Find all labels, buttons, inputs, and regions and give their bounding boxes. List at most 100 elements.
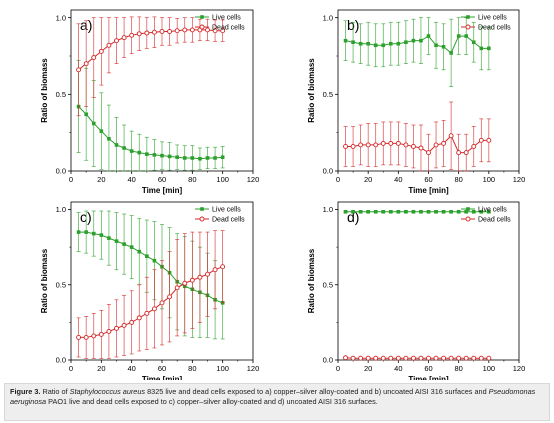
data-point bbox=[220, 28, 226, 34]
data-point bbox=[434, 209, 438, 214]
data-point bbox=[351, 209, 355, 214]
legend: Live cells Dead cells bbox=[195, 15, 245, 32]
data-point bbox=[174, 285, 180, 291]
x-tick-label: 120 bbox=[247, 364, 260, 373]
caption-label: Figure 3. bbox=[10, 387, 41, 396]
data-point bbox=[152, 153, 157, 157]
data-point bbox=[449, 51, 453, 55]
x-tick-label: 100 bbox=[483, 175, 496, 184]
data-point bbox=[351, 40, 355, 44]
data-point bbox=[189, 27, 195, 33]
data-point bbox=[433, 142, 439, 148]
data-point bbox=[182, 280, 188, 286]
legend-swatch-marker bbox=[199, 216, 205, 222]
data-point bbox=[448, 355, 454, 361]
data-point bbox=[151, 29, 157, 35]
y-tick-label: 1.0 bbox=[323, 13, 333, 22]
series-live-cells bbox=[343, 209, 491, 214]
data-point bbox=[456, 34, 461, 38]
data-point bbox=[83, 61, 89, 67]
series-dead-cells bbox=[343, 355, 492, 361]
x-tick-label: 100 bbox=[216, 364, 229, 373]
x-tick-label: 40 bbox=[127, 364, 135, 373]
x-tick-label: 20 bbox=[364, 364, 372, 373]
data-point bbox=[107, 236, 111, 240]
data-point bbox=[121, 35, 127, 41]
data-point bbox=[449, 209, 453, 214]
data-point bbox=[471, 355, 477, 361]
plot-frame bbox=[337, 201, 520, 361]
data-point bbox=[167, 29, 173, 34]
data-point bbox=[419, 38, 423, 43]
figure-panels: 0 20 40 60 80 100 120 0.0 0.5 1.0 Time [min] Ratio … bbox=[40, 9, 526, 380]
data-point bbox=[373, 355, 379, 361]
legend-label: Dead cells bbox=[212, 217, 245, 224]
data-point bbox=[145, 152, 149, 156]
data-point bbox=[426, 209, 431, 214]
data-point bbox=[388, 209, 393, 214]
y-tick-label: 1.0 bbox=[56, 13, 66, 22]
data-point bbox=[106, 42, 112, 48]
data-point bbox=[99, 129, 104, 133]
data-point bbox=[478, 137, 484, 143]
data-point bbox=[121, 322, 127, 328]
x-tick-label: 120 bbox=[247, 175, 260, 184]
data-point bbox=[91, 333, 97, 339]
x-axis-label: Time [min] bbox=[142, 375, 183, 380]
legend-swatch-marker bbox=[466, 15, 470, 19]
data-point bbox=[343, 355, 348, 361]
series-live-cells bbox=[76, 210, 225, 340]
data-point bbox=[404, 209, 408, 214]
data-point bbox=[419, 209, 423, 214]
data-point bbox=[388, 355, 394, 361]
series-dead-cells bbox=[76, 16, 226, 117]
data-point bbox=[486, 137, 492, 143]
series-live-cells bbox=[343, 17, 491, 88]
panel-label: d) bbox=[347, 209, 359, 225]
legend-label: Live cells bbox=[212, 15, 241, 22]
data-point bbox=[403, 142, 409, 148]
legend-swatch-marker bbox=[200, 207, 204, 211]
data-point bbox=[479, 46, 484, 51]
chart-panel-1: 0 20 40 60 80 100 120 0.0 0.5 1.0 Time [min] Ratio … bbox=[40, 9, 260, 195]
x-tick-label: 80 bbox=[454, 364, 462, 373]
caption-organism-2: Pseudomonas aeruginosa bbox=[10, 387, 536, 406]
data-point bbox=[479, 209, 484, 214]
data-point bbox=[456, 355, 462, 361]
data-point bbox=[456, 209, 461, 214]
legend-swatch-marker bbox=[199, 24, 205, 30]
data-point bbox=[441, 355, 447, 361]
y-tick-label: 1.0 bbox=[323, 205, 333, 214]
x-tick-label: 40 bbox=[394, 175, 402, 184]
y-axis-label: Ratio of biomass bbox=[307, 248, 316, 313]
data-point bbox=[212, 28, 218, 34]
data-point bbox=[91, 121, 96, 126]
data-point bbox=[388, 41, 393, 46]
x-tick-label: 60 bbox=[158, 175, 166, 184]
data-point bbox=[220, 155, 225, 159]
data-point bbox=[403, 355, 409, 361]
data-point bbox=[373, 209, 378, 214]
x-tick-label: 20 bbox=[364, 175, 372, 184]
x-tick-label: 20 bbox=[97, 364, 105, 373]
y-tick-label: 0.5 bbox=[323, 90, 333, 99]
data-point bbox=[434, 43, 438, 48]
data-point bbox=[129, 149, 134, 153]
data-point bbox=[343, 209, 348, 214]
x-axis-label: Time [min] bbox=[408, 375, 449, 380]
data-point bbox=[159, 300, 165, 306]
data-point bbox=[197, 274, 203, 280]
series-dead-cells bbox=[343, 101, 492, 172]
x-tick-label: 120 bbox=[513, 175, 526, 184]
data-point bbox=[441, 209, 446, 214]
data-point bbox=[343, 38, 348, 43]
legend-swatch-marker bbox=[465, 24, 471, 30]
data-point bbox=[198, 156, 202, 161]
y-tick-label: 0.5 bbox=[323, 280, 333, 289]
data-point bbox=[486, 355, 492, 361]
data-point bbox=[441, 45, 446, 49]
data-point bbox=[358, 355, 364, 361]
data-point bbox=[426, 34, 431, 38]
data-point bbox=[167, 154, 172, 159]
data-point bbox=[381, 43, 386, 48]
